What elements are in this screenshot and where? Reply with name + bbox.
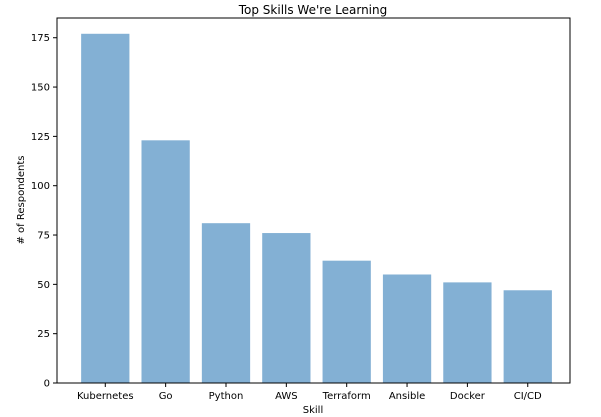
- y-tick-label: 175: [31, 33, 50, 44]
- bar-terraform: [322, 260, 371, 383]
- y-axis-label: # of Respondents: [16, 155, 27, 244]
- x-tick-label: Python: [209, 391, 244, 402]
- chart-title: Top Skills We're Learning: [238, 3, 388, 17]
- y-tick-label: 0: [44, 379, 50, 390]
- x-tick-label: Docker: [450, 391, 486, 402]
- bar-ansible: [382, 274, 432, 383]
- bar-go: [141, 140, 190, 383]
- x-tick-label: Kubernetes: [77, 391, 134, 402]
- bar-aws: [262, 233, 311, 383]
- y-tick-label: 125: [31, 132, 50, 143]
- plot-frame: [56, 17, 571, 384]
- bar-ci-cd: [503, 290, 552, 383]
- x-tick-label: Terraform: [322, 391, 371, 402]
- x-axis-label: Skill: [303, 405, 323, 416]
- y-tick-label: 75: [37, 231, 50, 242]
- bar-docker: [443, 282, 492, 383]
- y-tick-label: 150: [31, 83, 50, 94]
- bars-group: [81, 33, 552, 383]
- y-tick-label: 50: [37, 280, 50, 291]
- x-tick-label: AWS: [275, 391, 298, 402]
- y-tick-label: 25: [37, 329, 50, 340]
- x-tick-label: Go: [159, 391, 173, 402]
- y-axis-ticks: 0 25 50 75 100 125 150 175: [31, 33, 57, 390]
- x-tick-label: CI/CD: [514, 391, 542, 402]
- bar-python: [201, 223, 251, 383]
- x-tick-label: Ansible: [389, 391, 425, 402]
- x-axis-ticks: Kubernetes Go Python AWS Terraform Ansible Doc…: [77, 383, 542, 402]
- bar-kubernetes: [81, 33, 130, 383]
- y-tick-label: 100: [31, 181, 50, 192]
